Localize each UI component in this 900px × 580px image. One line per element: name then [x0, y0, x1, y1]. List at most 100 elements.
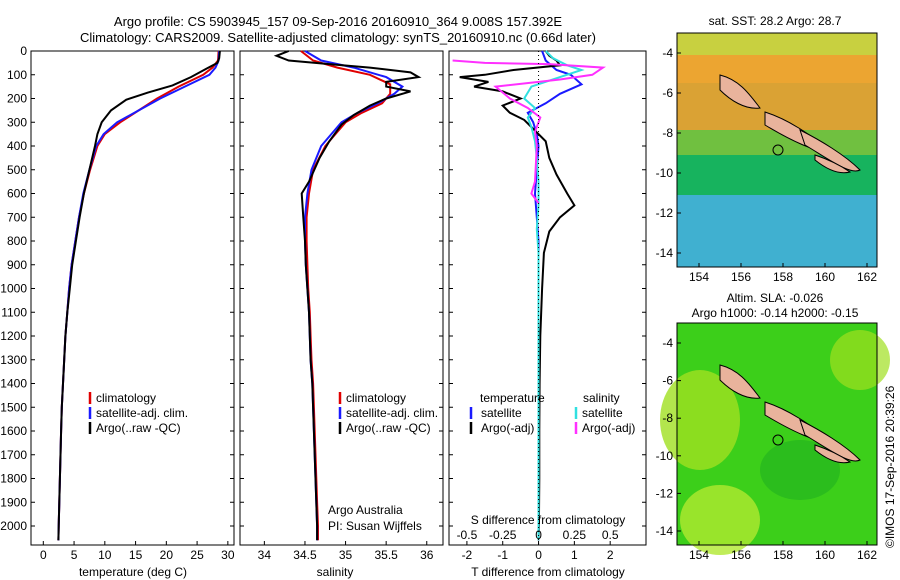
legend-label: Argo(-adj): [582, 421, 635, 435]
series-line-t-satellite: [526, 50, 584, 541]
map-y-tick-label: -8: [662, 126, 673, 140]
map-y-tick-label: -10: [656, 166, 674, 180]
axes: 0 5 10 15 20 25 300100200300400500600700800900…: [0, 44, 646, 562]
y-tick-label: 2000: [0, 519, 27, 533]
legend-label: Argo(-adj): [481, 421, 534, 435]
map-y-tick-label: -10: [656, 449, 674, 463]
difference-toplabel: S difference from climatology: [471, 513, 626, 527]
s-tick-label: -0.25: [489, 528, 517, 542]
y-tick-label: 300: [7, 115, 27, 129]
map-x-tick-label: 154: [689, 270, 709, 284]
x-tick-label: 1: [571, 548, 578, 562]
map-x-tick-label: 154: [689, 548, 709, 562]
sla-map-frame: [676, 322, 878, 546]
sla-island-guadalcanal: [814, 444, 852, 464]
y-tick-label: 600: [7, 187, 27, 201]
legend-label: climatology: [96, 391, 156, 405]
y-tick-label: 1500: [0, 400, 27, 414]
legend-label: satellite: [582, 406, 623, 420]
map-x-tick-label: 160: [815, 548, 835, 562]
x-tick-label: 0: [535, 548, 542, 562]
y-tick-label: 1900: [0, 495, 27, 509]
x-tick-label: 2: [607, 548, 614, 562]
legend-label: satellite-adj. clim.: [346, 406, 438, 420]
legend-title-temperature: temperature: [480, 391, 545, 405]
x-tick-label: 35: [339, 548, 353, 562]
difference-panel-frame: [448, 50, 647, 546]
salinity-xlabel: salinity: [317, 565, 354, 579]
x-tick-label: 34: [258, 548, 272, 562]
x-tick-label: 0: [40, 548, 47, 562]
sst-island-guadalcanal: [814, 154, 852, 174]
map-x-tick-label: 156: [731, 270, 751, 284]
sla-island-bougainville: [719, 364, 761, 399]
salinity-panel-frame: [239, 50, 444, 546]
sla-map-title1: Altim. SLA: -0.026: [727, 291, 824, 305]
s-tick-label: -0.5: [457, 528, 478, 542]
series-line-t-argo-adj-: [459, 50, 576, 541]
map-y-tick-label: -4: [662, 46, 673, 60]
footer-institution: Argo Australia: [328, 503, 403, 517]
series-line-argo-raw-qc-: [273, 50, 422, 541]
sst-map-title: sat. SST: 28.2 Argo: 28.7: [709, 14, 842, 28]
map-y-tick-label: -12: [656, 486, 674, 500]
y-tick-label: 1400: [0, 377, 27, 391]
sla-anomaly-patch: [660, 370, 740, 470]
y-tick-label: 800: [7, 234, 27, 248]
temperature-legend: climatology satellite-adj. clim. Argo(..…: [88, 391, 188, 435]
map-x-tick-label: 156: [731, 548, 751, 562]
x-tick-label: 35.5: [374, 548, 398, 562]
sst-region-mid: [677, 130, 877, 155]
x-tick-label: 34.5: [293, 548, 317, 562]
difference-xlabel: T difference from climatology: [471, 565, 625, 579]
x-tick-label: 10: [98, 548, 112, 562]
map-y-tick-label: -12: [656, 206, 674, 220]
map-y-tick-label: -14: [656, 246, 674, 260]
temperature-panel-frame: [30, 50, 235, 546]
map-y-tick-label: -4: [662, 336, 673, 350]
y-tick-label: 1100: [1, 305, 27, 319]
map-x-tick-label: 162: [857, 270, 877, 284]
header-line2: Climatology: CARS2009. Satellite-adjuste…: [80, 30, 596, 45]
y-tick-label: 1000: [0, 282, 27, 296]
series-line-argo-raw-qc-: [57, 50, 221, 541]
series-line-satellite-adj-clim-: [57, 50, 221, 541]
y-tick-label: 1300: [0, 353, 27, 367]
sla-map-title2: Argo h1000: -0.14 h2000: -0.15: [692, 306, 859, 320]
salinity-legend: climatology satellite-adj. clim. Argo(..…: [338, 391, 438, 435]
map-x-tick-label: 158: [773, 270, 793, 284]
footer-stamp: ©IMOS 17-Sep-2016 20:39:26: [883, 385, 897, 548]
legend-label: Argo(..raw -QC): [346, 421, 431, 435]
sla-map-ticks: 154 156 158 160 162 -4 -6 -8 -10 -12 -14: [656, 336, 878, 562]
sla-map: [660, 322, 890, 555]
x-tick-label: 36: [420, 548, 434, 562]
y-tick-label: 1800: [0, 472, 27, 486]
sst-island-bougainville: [719, 74, 761, 109]
temperature-lines: [57, 50, 221, 541]
footer-pi: PI: Susan Wijffels: [328, 519, 422, 533]
legend-title-salinity: salinity: [583, 391, 620, 405]
y-tick-label: 500: [7, 163, 27, 177]
sst-map-ticks: 154 156 158 160 162 -4 -6 -8 -10 -12 -14: [656, 46, 878, 284]
map-y-tick-label: -6: [662, 86, 673, 100]
sst-argo-marker: [772, 144, 784, 156]
sla-argo-marker: [772, 434, 784, 446]
x-tick-label: 20: [160, 548, 174, 562]
x-tick-label: 15: [129, 548, 143, 562]
sst-island-isabel: [799, 129, 861, 172]
y-tick-label: 1700: [0, 448, 27, 462]
y-tick-label: 100: [7, 68, 27, 82]
y-tick-label: 900: [7, 258, 27, 272]
s-tick-label: 0.25: [563, 528, 587, 542]
x-tick-label: 30: [221, 548, 235, 562]
map-y-tick-label: -6: [662, 374, 673, 388]
sla-island-isabel: [799, 419, 861, 462]
map-y-tick-label: -8: [662, 411, 673, 425]
header-line1: Argo profile: CS 5903945_157 09-Sep-2016…: [114, 14, 562, 29]
legend-label: climatology: [346, 391, 406, 405]
map-x-tick-label: 158: [773, 548, 793, 562]
temperature-xlabel: temperature (deg C): [79, 565, 187, 579]
y-tick-label: 1200: [0, 329, 27, 343]
map-x-tick-label: 160: [815, 270, 835, 284]
